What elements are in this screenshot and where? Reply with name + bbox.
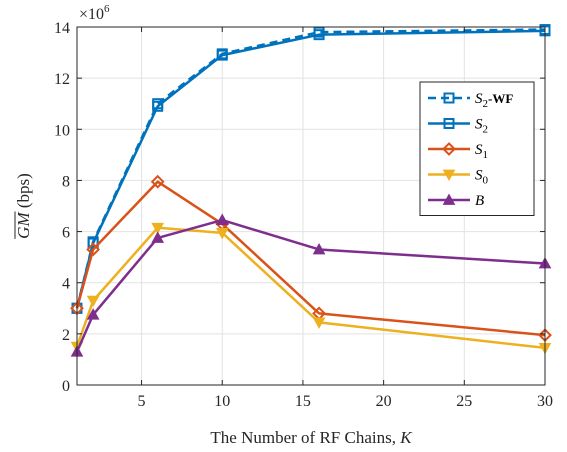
- data-point: [150, 174, 165, 189]
- legend-label: S2: [475, 117, 488, 136]
- axis-ticks: [77, 26, 546, 386]
- legend-entry: S1: [428, 142, 488, 161]
- x-tick-label: 10: [214, 393, 230, 410]
- y-axis-multiplier: ×106: [79, 3, 110, 23]
- x-tick-label: 15: [295, 393, 311, 410]
- data-point: [86, 308, 100, 320]
- legend-marker: [442, 169, 456, 182]
- x-tick-label: 30: [537, 393, 553, 410]
- y-tick-label: 6: [62, 225, 70, 242]
- data-point: [215, 227, 229, 240]
- legend-entry: S2: [428, 117, 488, 136]
- data-point: [215, 213, 229, 225]
- legend-marker: [443, 118, 455, 129]
- data-point: [86, 242, 101, 257]
- y-tick-labels: 0 2 4 6 8 10 12 14: [54, 20, 70, 395]
- y-tick-label: 12: [54, 71, 70, 88]
- data-point: [312, 242, 326, 255]
- x-tick-label: 25: [456, 393, 472, 410]
- y-tick-label: 2: [62, 327, 70, 344]
- legend-label: S1: [475, 142, 488, 161]
- x-axis-label: The Number of RF Chains, K: [210, 428, 413, 447]
- legend-label: B: [475, 193, 484, 209]
- legend-entry: B: [428, 193, 484, 209]
- data-point: [151, 222, 165, 235]
- y-tick-label: 10: [54, 122, 70, 139]
- legend-label: S0: [475, 168, 489, 187]
- legend-entry: S2-WF: [428, 91, 513, 110]
- series-line: [75, 180, 546, 337]
- y-tick-label: 4: [62, 276, 70, 293]
- data-point: [216, 49, 228, 61]
- x-tick-labels: 5 10 15 20 25 30: [138, 393, 553, 410]
- series-s1: [70, 174, 552, 343]
- legend-label: S2-WF: [475, 91, 513, 110]
- series-b: [70, 213, 552, 357]
- legend-marker: [442, 193, 456, 205]
- legend-entry: S0: [428, 168, 489, 187]
- y-tick-label: 8: [62, 173, 70, 190]
- data-point: [313, 29, 325, 41]
- data-point: [151, 231, 165, 243]
- data-point: [152, 100, 164, 112]
- series-line: [75, 29, 546, 309]
- legend: S2-WF S2 S1 S0 B: [419, 81, 535, 216]
- y-axis-label: GM (bps): [14, 173, 33, 239]
- x-tick-label: 5: [138, 393, 146, 410]
- series-line: [75, 218, 546, 353]
- data-point: [86, 295, 100, 308]
- data-point: [312, 317, 326, 329]
- legend-marker: [443, 92, 455, 104]
- svg-text:GM (bps): GM (bps): [14, 173, 33, 239]
- legend-marker: [442, 142, 456, 156]
- plot-frame: [76, 26, 546, 386]
- x-tick-label: 20: [376, 393, 392, 410]
- y-tick-label: 0: [62, 378, 70, 395]
- y-tick-label: 14: [54, 20, 70, 37]
